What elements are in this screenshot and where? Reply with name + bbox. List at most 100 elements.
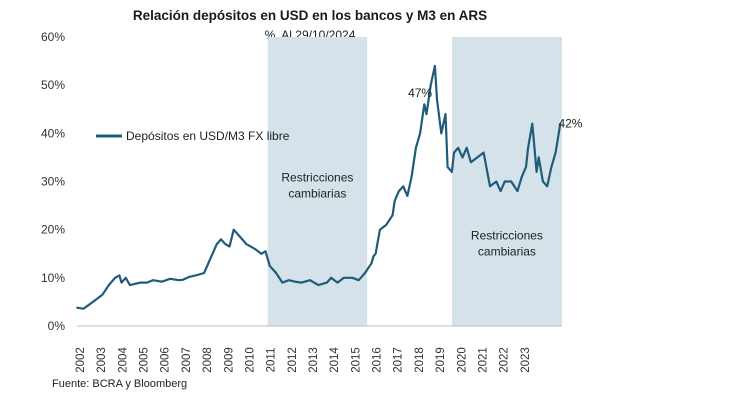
data-point bbox=[406, 195, 409, 197]
data-point bbox=[364, 272, 366, 274]
data-point bbox=[275, 272, 277, 274]
x-tick-label: 2002 bbox=[75, 347, 87, 373]
data-point bbox=[343, 276, 345, 279]
data-point bbox=[537, 156, 540, 159]
data-point bbox=[232, 228, 235, 231]
data-point bbox=[495, 180, 498, 183]
x-tick-label: 2012 bbox=[287, 347, 299, 373]
data-point bbox=[446, 166, 449, 168]
data-point bbox=[559, 122, 562, 125]
data-point bbox=[385, 224, 388, 226]
data-point bbox=[351, 276, 354, 279]
data-point bbox=[370, 262, 373, 265]
data-point bbox=[107, 284, 110, 286]
data-point bbox=[451, 171, 453, 173]
data-point bbox=[372, 255, 375, 258]
data-point bbox=[465, 146, 468, 149]
data-point bbox=[510, 180, 513, 183]
data-point bbox=[542, 180, 544, 183]
data-point bbox=[88, 303, 91, 306]
data-point bbox=[470, 161, 472, 164]
data-point bbox=[482, 151, 485, 154]
data-point bbox=[516, 190, 519, 193]
data-point bbox=[326, 281, 328, 284]
data-point bbox=[268, 264, 271, 267]
chart-title: Relación depósitos en USD en los bancos … bbox=[132, 8, 488, 23]
x-tick-label: 2015 bbox=[350, 347, 362, 373]
data-point bbox=[489, 185, 491, 188]
data-point bbox=[550, 166, 553, 168]
data-point bbox=[146, 281, 148, 284]
data-point bbox=[499, 190, 502, 193]
data-point bbox=[245, 243, 248, 246]
y-tick-label: 30% bbox=[41, 175, 65, 189]
x-tick-label: 2021 bbox=[477, 347, 489, 373]
data-point bbox=[546, 185, 549, 188]
data-point bbox=[436, 98, 438, 101]
data-point bbox=[429, 84, 432, 87]
x-tick-label: 2019 bbox=[435, 347, 447, 373]
data-point bbox=[120, 281, 123, 284]
data-point bbox=[434, 65, 436, 67]
data-point bbox=[139, 281, 142, 284]
x-tick-label: 2018 bbox=[414, 347, 426, 373]
x-tick-label: 2004 bbox=[117, 347, 129, 373]
data-point bbox=[188, 276, 191, 278]
data-point bbox=[300, 281, 303, 284]
data-point bbox=[423, 103, 426, 106]
data-point bbox=[374, 252, 377, 255]
x-tick-label: 2016 bbox=[372, 347, 384, 373]
legend-label: Depósitos en USD/M3 FX libre bbox=[126, 129, 290, 143]
data-point bbox=[457, 146, 460, 149]
x-tick-label: 2014 bbox=[329, 347, 341, 373]
data-point bbox=[531, 122, 534, 125]
x-tick-label: 2017 bbox=[393, 347, 405, 373]
y-tick-label: 60% bbox=[41, 30, 65, 44]
x-tick-label: 2010 bbox=[244, 347, 256, 373]
x-tick-label: 2009 bbox=[223, 347, 235, 373]
data-point bbox=[527, 146, 529, 149]
x-tick-label: 2007 bbox=[181, 347, 193, 373]
data-point bbox=[182, 278, 184, 281]
data-point bbox=[336, 281, 339, 284]
data-point bbox=[254, 248, 256, 250]
data-point bbox=[444, 113, 447, 115]
data-point bbox=[220, 238, 222, 241]
restriction-label-1-line2: cambiarias bbox=[288, 187, 346, 201]
data-point bbox=[228, 245, 231, 248]
restriction-label-2-line2: cambiarias bbox=[478, 244, 536, 258]
data-point bbox=[287, 279, 290, 282]
data-point bbox=[357, 279, 360, 282]
data-point bbox=[554, 151, 557, 154]
data-point bbox=[152, 279, 155, 282]
data-point bbox=[391, 214, 394, 217]
data-point bbox=[203, 272, 206, 274]
source-note: Fuente: BCRA y Bloomberg bbox=[52, 378, 188, 390]
data-point bbox=[224, 243, 227, 246]
restriction-label-1-line1: Restricciones bbox=[281, 171, 353, 185]
data-point bbox=[160, 280, 163, 283]
x-tick-label: 2005 bbox=[139, 347, 151, 373]
data-point bbox=[177, 279, 180, 282]
x-tick-label: 2023 bbox=[520, 347, 532, 373]
x-tick-label: 2022 bbox=[499, 347, 511, 373]
data-point bbox=[239, 236, 242, 238]
data-point bbox=[520, 175, 523, 178]
data-point bbox=[476, 156, 479, 159]
data-label-2: 42% bbox=[558, 117, 582, 131]
data-point bbox=[95, 298, 97, 301]
data-point bbox=[260, 252, 263, 255]
data-point bbox=[317, 284, 320, 286]
data-label-1: 47% bbox=[408, 86, 432, 100]
x-tick-label: 2006 bbox=[160, 347, 172, 373]
x-tick-label: 2011 bbox=[266, 348, 278, 373]
y-tick-label: 40% bbox=[41, 126, 65, 140]
data-point bbox=[415, 146, 417, 149]
data-point bbox=[101, 293, 104, 296]
series-line-1 bbox=[76, 64, 562, 310]
data-point bbox=[264, 250, 267, 253]
data-point bbox=[82, 307, 85, 310]
data-point bbox=[294, 280, 296, 283]
y-tick-label: 10% bbox=[41, 271, 65, 285]
